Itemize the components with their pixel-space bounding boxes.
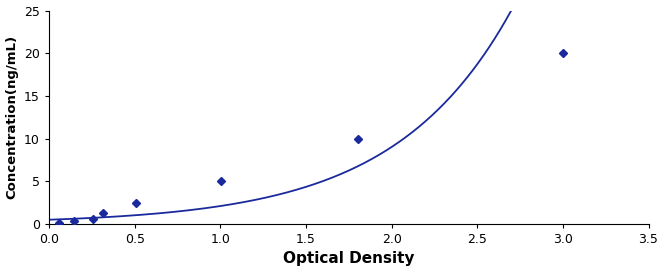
Y-axis label: Concentration(ng/mL): Concentration(ng/mL)	[5, 35, 19, 199]
X-axis label: Optical Density: Optical Density	[283, 251, 414, 267]
